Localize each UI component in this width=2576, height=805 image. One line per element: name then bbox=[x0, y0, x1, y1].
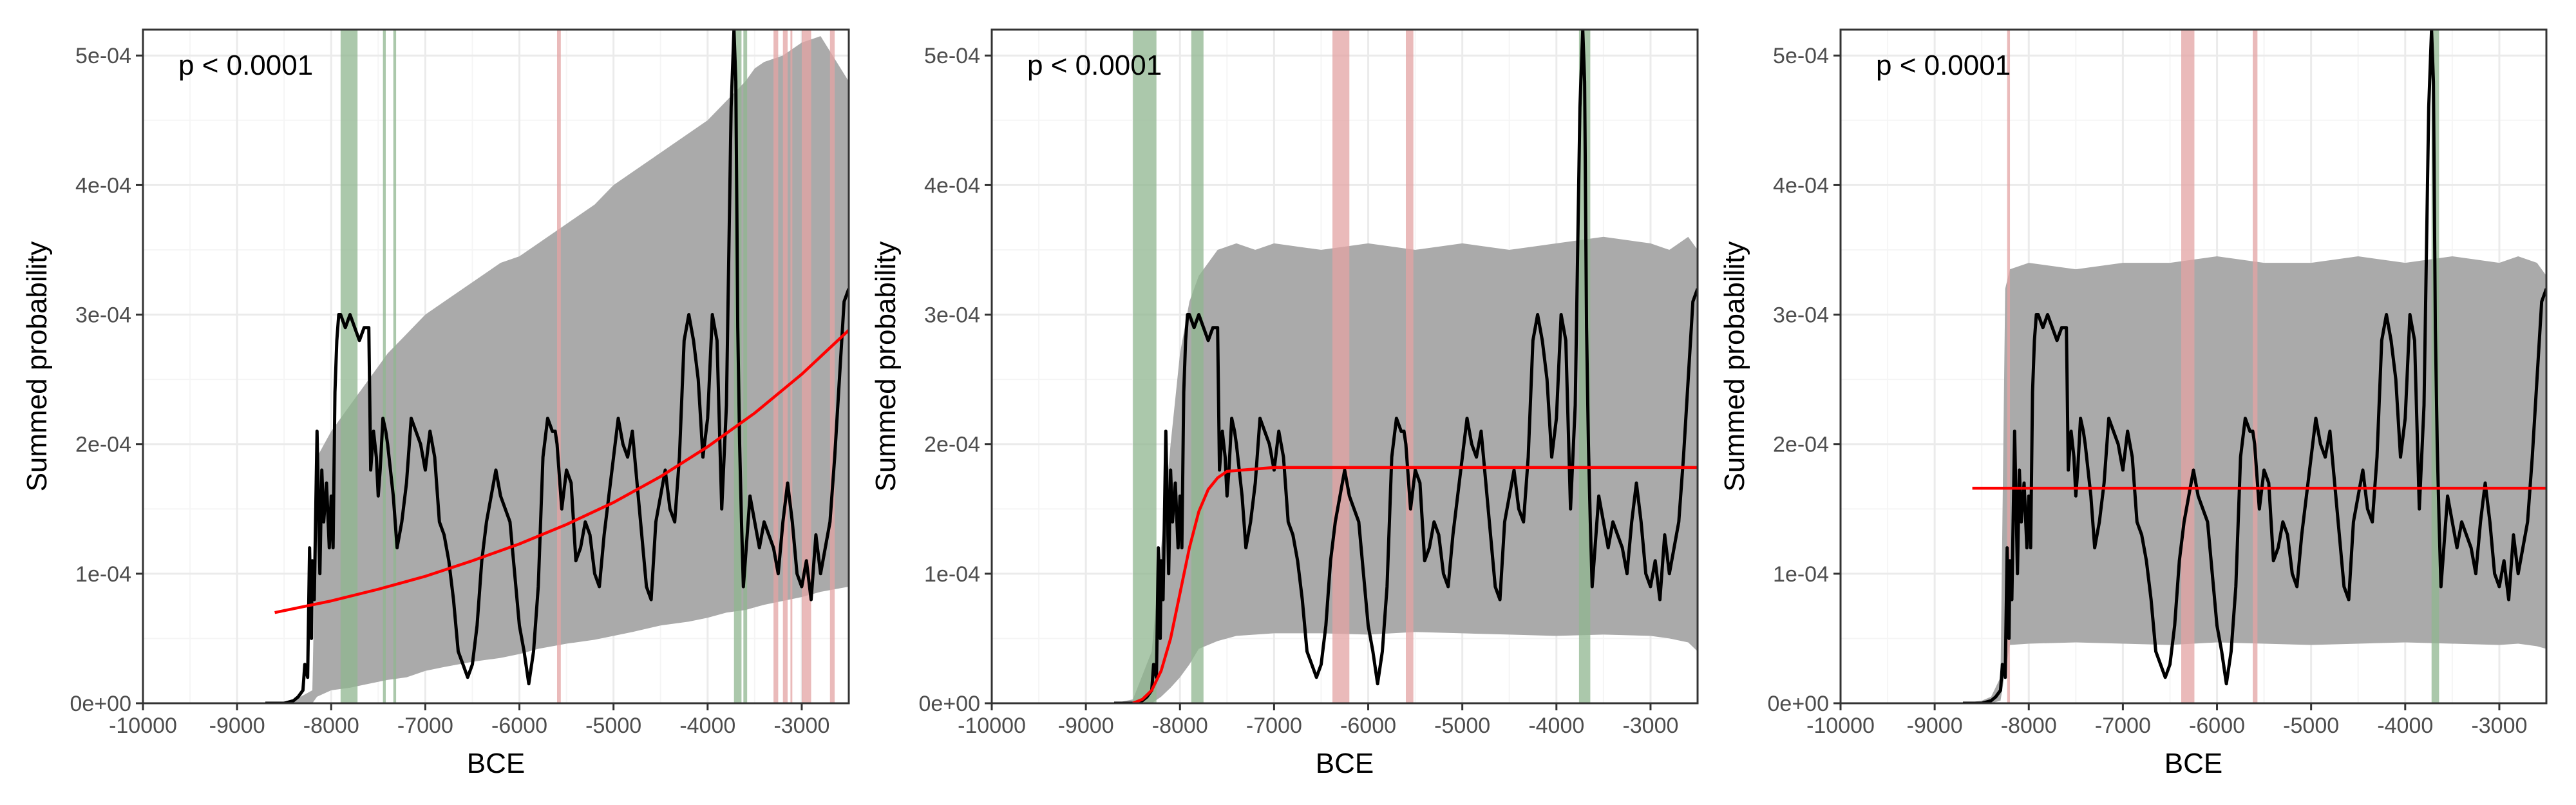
x-axis-title: BCE bbox=[2164, 748, 2222, 779]
p-value-annotation: p < 0.0001 bbox=[1027, 50, 1162, 81]
x-tick-label: -10000 bbox=[1806, 714, 1875, 738]
y-tick-label: 2e-04 bbox=[924, 433, 980, 457]
negative-deviation-band bbox=[782, 30, 788, 703]
positive-deviation-band bbox=[383, 30, 386, 703]
y-tick-label: 0e+00 bbox=[1768, 692, 1830, 716]
positive-deviation-band bbox=[1578, 30, 1591, 703]
panel-body bbox=[992, 30, 1698, 703]
positive-deviation-band bbox=[340, 30, 358, 703]
x-axis-title: BCE bbox=[467, 748, 525, 779]
x-tick-label: -4000 bbox=[2377, 714, 2433, 738]
y-tick-label: 5e-04 bbox=[75, 44, 131, 68]
negative-deviation-band bbox=[790, 30, 793, 703]
spd-line bbox=[1963, 30, 2546, 703]
y-tick-label: 0e+00 bbox=[70, 692, 132, 716]
x-tick-label: -5000 bbox=[1434, 714, 1490, 738]
x-axis-title: BCE bbox=[1316, 748, 1374, 779]
panel-2: -10000 -9000 -8000 -7000 -6000 -5000 -4000 -300… bbox=[870, 28, 1699, 779]
x-tick-label: -7000 bbox=[1246, 714, 1302, 738]
negative-deviation-band bbox=[1332, 30, 1350, 703]
x-tick-label: -5000 bbox=[2283, 714, 2339, 738]
x-tick-label: -7000 bbox=[397, 714, 453, 738]
positive-deviation-band bbox=[1191, 30, 1204, 703]
y-axis-title: Summed probability bbox=[1719, 242, 1750, 492]
positive-deviation-band bbox=[393, 30, 397, 703]
y-tick-label: 3e-04 bbox=[924, 303, 980, 328]
y-tick-label: 4e-04 bbox=[924, 173, 980, 198]
y-axis-title: Summed probability bbox=[870, 242, 902, 492]
negative-deviation-band bbox=[773, 30, 779, 703]
y-tick-label: 3e-04 bbox=[1773, 303, 1829, 328]
x-tick-label: -6000 bbox=[491, 714, 547, 738]
y-tick-label: 2e-04 bbox=[75, 433, 131, 457]
x-tick-label: -3000 bbox=[2471, 714, 2527, 738]
y-tick-label: 1e-04 bbox=[924, 562, 980, 587]
y-tick-label: 3e-04 bbox=[75, 303, 131, 328]
x-tick-label: -8000 bbox=[303, 714, 359, 738]
x-tick-label: -9000 bbox=[209, 714, 265, 738]
negative-deviation-band bbox=[556, 30, 561, 703]
panel-border bbox=[142, 28, 850, 705]
negative-deviation-band bbox=[2181, 30, 2195, 703]
y-axis-title: Summed probability bbox=[21, 242, 53, 492]
y-tick-label: 5e-04 bbox=[924, 44, 980, 68]
negative-deviation-band bbox=[829, 30, 835, 703]
x-tick-label: -9000 bbox=[1058, 714, 1114, 738]
y-tick-label: 0e+00 bbox=[919, 692, 981, 716]
p-value-annotation: p < 0.0001 bbox=[1876, 50, 2011, 81]
panel-body bbox=[143, 30, 849, 703]
panel-body bbox=[1841, 30, 2546, 703]
x-tick-label: -4000 bbox=[679, 714, 735, 738]
model-fit-line bbox=[274, 329, 849, 614]
spd-line bbox=[265, 30, 849, 703]
x-tick-label: -3000 bbox=[773, 714, 829, 738]
x-tick-label: -3000 bbox=[1622, 714, 1678, 738]
y-tick-label: 4e-04 bbox=[1773, 173, 1829, 198]
positive-deviation-band bbox=[743, 30, 748, 703]
negative-deviation-band bbox=[801, 30, 811, 703]
spd-line bbox=[1114, 30, 1698, 703]
p-value-annotation: p < 0.0001 bbox=[178, 50, 313, 81]
positive-deviation-band bbox=[1133, 30, 1157, 703]
x-tick-label: -10000 bbox=[109, 714, 177, 738]
panel-3: -10000 -9000 -8000 -7000 -6000 -5000 -4000 -300… bbox=[1719, 28, 2548, 779]
negative-deviation-band bbox=[1405, 30, 1414, 703]
x-tick-label: -9000 bbox=[1907, 714, 1963, 738]
x-tick-label: -6000 bbox=[2189, 714, 2245, 738]
x-tick-label: -4000 bbox=[1528, 714, 1584, 738]
negative-deviation-band bbox=[2253, 30, 2258, 703]
x-tick-label: -8000 bbox=[2001, 714, 2057, 738]
x-tick-label: -10000 bbox=[958, 714, 1026, 738]
y-tick-label: 4e-04 bbox=[75, 173, 131, 198]
y-tick-label: 2e-04 bbox=[1773, 433, 1829, 457]
negative-deviation-band bbox=[2007, 30, 2011, 703]
model-fit-line bbox=[1132, 466, 1698, 703]
y-tick-label: 1e-04 bbox=[75, 562, 131, 587]
panel-border bbox=[1839, 28, 2548, 705]
x-tick-label: -6000 bbox=[1340, 714, 1396, 738]
x-tick-label: -5000 bbox=[585, 714, 641, 738]
y-tick-label: 1e-04 bbox=[1773, 562, 1829, 587]
x-tick-label: -8000 bbox=[1152, 714, 1208, 738]
y-tick-label: 5e-04 bbox=[1773, 44, 1829, 68]
panel-border bbox=[990, 28, 1699, 705]
panel-1: -10000 -9000 -8000 -7000 -6000 -5000 -4000 -300… bbox=[21, 28, 850, 779]
x-tick-label: -7000 bbox=[2095, 714, 2151, 738]
